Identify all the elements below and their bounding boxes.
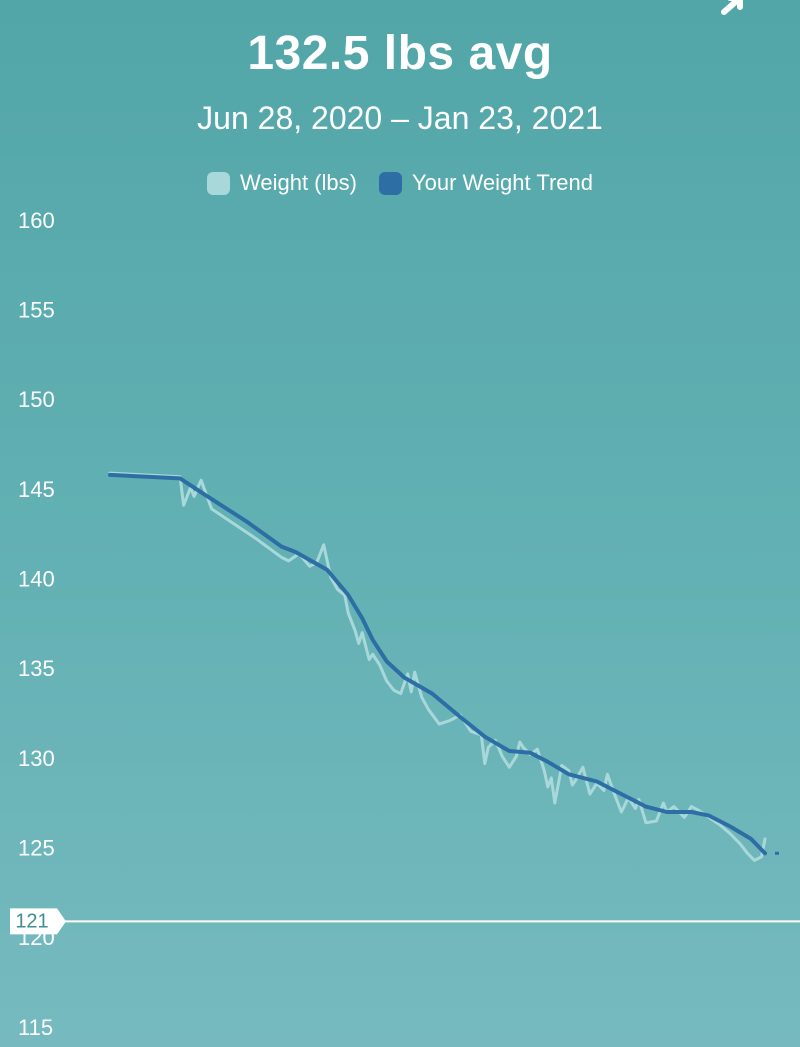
y-tick-label: 150 (18, 387, 55, 412)
average-weight-title: 132.5 lbs avg (247, 27, 553, 80)
legend-swatch-weight (207, 171, 230, 195)
y-tick-label: 130 (18, 746, 55, 771)
weight-series-line (108, 471, 767, 862)
goal-tag[interactable] (10, 908, 66, 935)
y-tick-label: 115 (18, 1015, 53, 1040)
collapse-arrow-icon[interactable] (718, 0, 752, 16)
y-tick-label: 125 (18, 835, 55, 860)
trend-series-line (108, 472, 767, 856)
y-tick-label: 140 (18, 566, 55, 591)
goal-tag-label: 121 (15, 911, 48, 933)
chart-legend: Weight (lbs) Your Weight Trend (0, 170, 800, 196)
legend-label-trend: Your Weight Trend (411, 170, 593, 195)
date-range-subtitle: Jun 28, 2020 – Jan 23, 2021 (197, 100, 603, 136)
y-tick-label: 160 (18, 208, 55, 233)
legend-label-weight: Weight (lbs) (240, 170, 357, 195)
legend-swatch-trend (378, 171, 402, 195)
y-tick-label: 135 (18, 656, 55, 681)
y-tick-label: 145 (18, 477, 55, 502)
legend-item-trend[interactable]: Your Weight Trend (378, 170, 593, 196)
legend-item-weight[interactable]: Weight (lbs) (207, 170, 357, 196)
y-tick-label: 155 (18, 297, 55, 322)
